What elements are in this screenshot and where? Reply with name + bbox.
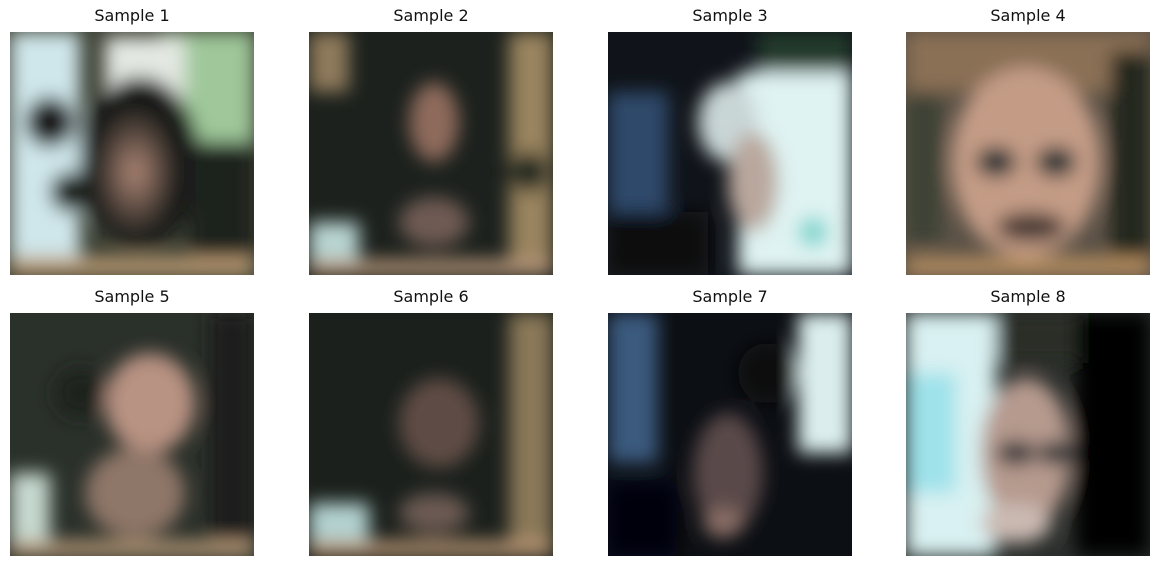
generated-face-image: [10, 32, 254, 275]
generated-face-image: [906, 313, 1150, 556]
sample-title: Sample 7: [692, 287, 768, 306]
generated-face-image: [309, 313, 553, 556]
sample-title: Sample 1: [94, 6, 170, 25]
generated-face-image: [309, 32, 553, 275]
image-svg: [906, 32, 1150, 275]
image-svg: [10, 32, 254, 275]
generated-face-image: [608, 32, 852, 275]
sample-title: Sample 2: [393, 6, 469, 25]
sample-title: Sample 5: [94, 287, 170, 306]
generated-face-image: [10, 313, 254, 556]
generated-face-image: [906, 32, 1150, 275]
image-svg: [309, 32, 553, 275]
image-svg: [10, 313, 254, 556]
sample-title: Sample 3: [692, 6, 768, 25]
generated-face-image: [608, 313, 852, 556]
sample-title: Sample 6: [393, 287, 469, 306]
sample-title: Sample 4: [990, 6, 1066, 25]
image-svg: [608, 32, 852, 275]
image-svg: [906, 313, 1150, 556]
image-svg: [309, 313, 553, 556]
image-svg: [608, 313, 852, 556]
sample-title: Sample 8: [990, 287, 1066, 306]
